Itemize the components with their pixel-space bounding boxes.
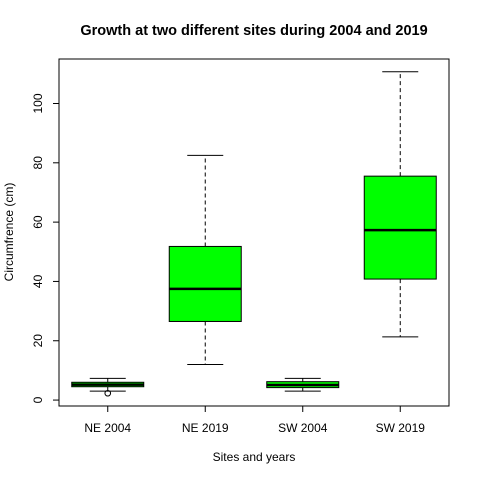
x-axis: NE 2004 NE 2019 SW 2004 SW 2019 [84,406,425,435]
y-tick-label: 20 [31,334,45,348]
x-axis-label: Sites and years [213,450,296,464]
chart-title: Growth at two different sites during 200… [80,23,427,39]
iqr-box [168,245,242,322]
y-axis: 0 20 40 60 80 100 [31,93,60,403]
box-3 [363,71,437,338]
box-1 [168,154,242,365]
iqr-box [363,175,437,280]
y-tick-label: 100 [31,93,45,113]
box-2 [266,377,340,392]
chart-marks [71,71,437,397]
x-tick-label: SW 2004 [278,421,328,435]
x-tick-label: SW 2019 [376,421,426,435]
y-tick-label: 60 [31,215,45,229]
box-0 [71,377,145,397]
y-tick-label: 40 [31,274,45,288]
x-tick-label: NE 2019 [182,421,229,435]
y-tick-label: 80 [31,156,45,170]
x-tick-label: NE 2004 [84,421,131,435]
outlier-point [104,389,112,397]
y-axis-label: Circumfrence (cm) [2,183,16,282]
y-tick-label: 0 [31,396,45,403]
